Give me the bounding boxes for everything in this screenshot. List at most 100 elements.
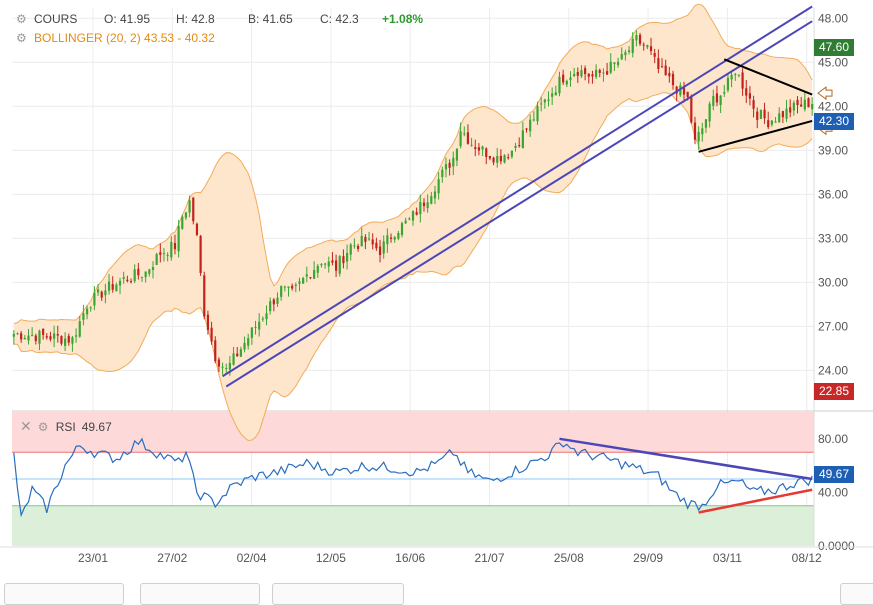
candle — [111, 284, 114, 290]
candle — [448, 162, 451, 168]
candle — [276, 297, 279, 304]
candle — [455, 148, 459, 161]
candle — [477, 147, 481, 151]
candle — [763, 109, 766, 119]
y-tick-label: 42.00 — [818, 99, 848, 113]
candle — [334, 260, 338, 271]
y-tick-label: 39.00 — [818, 143, 848, 157]
candle — [360, 235, 363, 247]
candle — [49, 336, 52, 340]
candle — [64, 338, 67, 346]
candle — [104, 290, 107, 296]
candle — [499, 155, 502, 162]
badge-last: 42.30 — [814, 113, 854, 130]
candle — [591, 74, 594, 77]
candle — [378, 246, 382, 256]
y-tick-label: 33.00 — [818, 231, 848, 245]
candle — [342, 256, 345, 264]
rsi-legend: ✕ ⚙ RSI 49.67 — [20, 418, 112, 435]
candle — [697, 131, 700, 142]
candle — [353, 245, 356, 247]
candle — [712, 96, 715, 106]
candle — [236, 353, 239, 357]
candle — [338, 256, 341, 274]
candle — [232, 353, 235, 365]
candle — [433, 191, 437, 199]
candle — [774, 121, 777, 123]
candle — [151, 267, 155, 270]
candle — [503, 155, 506, 163]
candle — [551, 93, 554, 97]
candle — [737, 74, 741, 76]
candle — [759, 110, 762, 120]
candle — [269, 301, 272, 312]
candle — [203, 275, 206, 317]
candle — [389, 237, 393, 239]
candle — [800, 104, 803, 107]
candle — [580, 70, 583, 77]
candle — [265, 313, 268, 320]
candle — [345, 253, 349, 262]
candle — [426, 202, 429, 209]
candle — [324, 263, 327, 265]
close-icon[interactable]: ✕ — [20, 418, 32, 434]
candle — [302, 277, 305, 284]
candle — [690, 96, 693, 123]
candle — [31, 335, 34, 337]
candle — [159, 252, 162, 255]
candle — [741, 72, 744, 89]
candle — [386, 235, 389, 245]
badge-high: 47.60 — [814, 39, 854, 56]
open-value: O: 41.95 — [104, 12, 151, 26]
candle — [485, 148, 488, 157]
candle — [536, 106, 539, 122]
gear-icon[interactable]: ⚙ — [16, 12, 27, 26]
candle — [217, 359, 221, 367]
candle — [723, 92, 726, 94]
candle — [42, 328, 45, 335]
candle — [587, 73, 590, 77]
candle — [488, 155, 492, 159]
candle — [624, 52, 627, 56]
rsi-trendline — [698, 488, 813, 514]
rsi-value: 49.67 — [81, 419, 112, 434]
candle — [635, 35, 638, 41]
candle — [283, 286, 286, 288]
candle — [115, 284, 118, 292]
candle — [598, 70, 601, 73]
candle — [778, 113, 781, 123]
candle — [331, 260, 334, 263]
candle — [214, 340, 217, 362]
candle — [247, 338, 250, 346]
x-tick-label: 25/08 — [554, 551, 584, 565]
candle — [349, 244, 352, 255]
toolbar-button[interactable] — [272, 583, 404, 605]
candle — [789, 107, 792, 113]
gear-icon[interactable]: ⚙ — [16, 31, 27, 45]
x-tick-label: 29/09 — [633, 551, 663, 565]
arrow-left-icon — [817, 86, 833, 101]
bollinger-upper — [13, 3, 813, 325]
bollinger-lower — [13, 92, 813, 442]
candle — [745, 88, 748, 96]
candle — [294, 284, 297, 286]
badge-low: 22.85 — [814, 383, 854, 400]
y-tick-label: 24.00 — [818, 363, 848, 377]
candle — [85, 308, 89, 315]
gear-icon[interactable]: ⚙ — [37, 419, 49, 434]
candle — [397, 233, 400, 239]
toolbar-button[interactable] — [140, 583, 260, 605]
toolbar-button[interactable] — [4, 583, 124, 605]
candle — [540, 103, 543, 105]
candle — [481, 146, 484, 150]
candle — [767, 120, 770, 128]
candle — [748, 93, 752, 99]
high-value: H: 42.8 — [176, 12, 215, 26]
price-trendline — [222, 5, 813, 378]
candle — [356, 246, 360, 249]
candle — [155, 254, 158, 265]
candle — [53, 333, 56, 339]
candle — [532, 119, 535, 121]
candle — [668, 72, 671, 77]
toolbar-button[interactable] — [840, 583, 873, 605]
